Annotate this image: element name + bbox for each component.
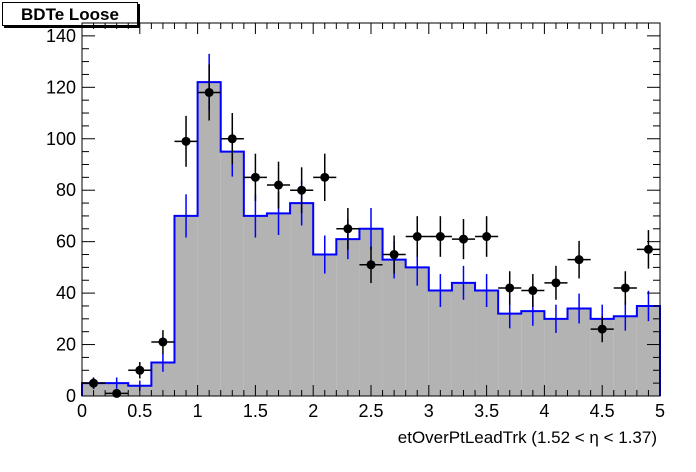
- data-point: [366, 260, 376, 270]
- mc-fill-bar: [220, 151, 244, 396]
- mc-fill-bar: [243, 215, 267, 396]
- mc-fill-bar: [498, 313, 522, 396]
- data-point: [435, 232, 445, 242]
- x-tick-label: 5: [655, 401, 665, 421]
- mc-fill-bar: [636, 305, 660, 396]
- x-tick-label: 4: [539, 401, 549, 421]
- y-tick-label: 140: [46, 26, 76, 46]
- x-tick-label: 1: [193, 401, 203, 421]
- data-point: [528, 286, 538, 296]
- data-point: [135, 365, 145, 375]
- mc-fill-bar: [197, 82, 221, 396]
- y-axis-ticks: 0 20 40 60 80 100 120 140: [46, 26, 660, 406]
- mc-fill-bar: [359, 228, 383, 396]
- mc-fill-bar: [451, 282, 476, 396]
- y-tick-label: 60: [56, 232, 76, 252]
- mc-fill-bar: [590, 318, 614, 396]
- data-point: [250, 172, 260, 182]
- x-tick-label: 3: [424, 401, 434, 421]
- data-point: [505, 283, 515, 293]
- mc-fill-bar: [151, 362, 175, 396]
- y-tick-label: 40: [56, 283, 76, 303]
- mc-outline-line: [81, 81, 661, 396]
- y-tick-label: 20: [56, 335, 76, 355]
- mc-fill-bar: [82, 383, 106, 396]
- mc-fill-bar: [475, 290, 499, 396]
- data-point: [274, 180, 284, 190]
- y-tick-label: 80: [56, 180, 76, 200]
- x-tick-label: 0.5: [127, 401, 152, 421]
- data-point: [597, 324, 607, 334]
- chart-title: BDTe Loose: [2, 2, 138, 26]
- x-tick-label: 2.5: [358, 401, 383, 421]
- y-tick-label: 120: [46, 77, 76, 97]
- mc-fill-bar: [382, 259, 406, 396]
- x-tick-label: 4.5: [590, 401, 615, 421]
- data-point: [643, 244, 653, 254]
- data-point: [574, 255, 584, 265]
- data-point: [320, 172, 330, 182]
- data-point: [297, 185, 307, 195]
- mc-fill-bar: [290, 203, 314, 396]
- x-tick-label: 2: [308, 401, 318, 421]
- mc-fill-bar: [174, 215, 198, 396]
- data-point: [227, 134, 237, 144]
- data-point: [458, 234, 468, 244]
- data-point: [89, 378, 99, 388]
- data-point: [412, 232, 422, 242]
- x-axis-label: etOverPtLeadTrk (1.52 < η < 1.37): [398, 428, 657, 447]
- data-point: [389, 250, 399, 260]
- mc-fill-bar: [567, 308, 591, 396]
- x-axis-ticks: 0 0.5 1 1.5 2 2.5 3 3.5 4 4.5 5: [77, 23, 665, 421]
- data-point: [158, 337, 168, 347]
- data-point: [181, 136, 191, 146]
- data-point: [204, 87, 214, 97]
- mc-fill-bar: [544, 318, 568, 396]
- data-point: [343, 224, 353, 234]
- mc-fill-bar: [521, 311, 545, 396]
- mc-fill-bar: [313, 254, 337, 396]
- data-points-layer: [82, 64, 660, 398]
- x-tick-label: 0: [77, 401, 87, 421]
- x-tick-label: 1.5: [243, 401, 268, 421]
- mc-fill-bar: [613, 316, 637, 396]
- y-tick-label: 100: [46, 129, 76, 149]
- y-tick-label: 0: [66, 386, 76, 406]
- mc-fill-layer: [82, 82, 660, 396]
- mc-fill-bar: [336, 239, 360, 396]
- data-point: [620, 283, 630, 293]
- data-point: [482, 232, 492, 242]
- mc-fill-bar: [428, 290, 452, 396]
- data-point: [551, 278, 561, 288]
- x-tick-label: 3.5: [474, 401, 499, 421]
- mc-fill-bar: [266, 213, 291, 396]
- mc-fill-bar: [405, 267, 429, 396]
